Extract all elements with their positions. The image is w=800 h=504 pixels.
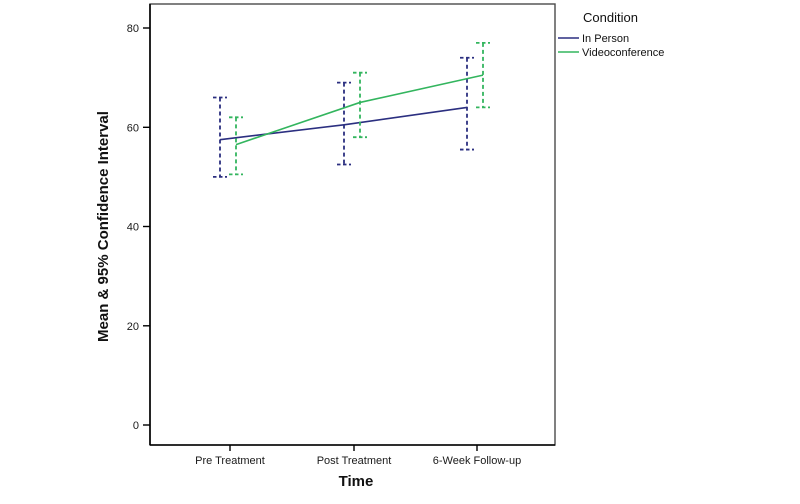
x-tick-label: Pre Treatment xyxy=(195,455,265,467)
x-axis xyxy=(229,445,478,451)
y-tick-label: 80 xyxy=(127,23,139,35)
series-layer xyxy=(213,41,490,178)
x-tick-label: Post Treatment xyxy=(317,455,392,467)
plot-area xyxy=(149,3,556,446)
y-tick-label: 0 xyxy=(133,420,139,432)
error-bar-0-2 xyxy=(460,56,474,151)
legend: Condition In Person Videoconference xyxy=(558,10,664,59)
legend-label-videoconference: Videoconference xyxy=(582,47,664,59)
x-tick-label: 6-Week Follow-up xyxy=(433,455,521,467)
legend-label-in-person: In Person xyxy=(582,33,629,45)
error-bar-0-1 xyxy=(337,81,351,166)
series-line-1 xyxy=(235,74,484,146)
y-axis-title: Mean & 95% Confidence Interval xyxy=(95,111,112,342)
y-tick-label: 60 xyxy=(127,122,139,134)
error-bar-0-0 xyxy=(213,96,227,178)
y-axis xyxy=(143,27,150,426)
x-axis-title: Time xyxy=(339,473,374,490)
error-bar-1-2 xyxy=(476,41,490,109)
legend-title: Condition xyxy=(583,10,638,25)
error-bar-1-1 xyxy=(353,71,367,139)
y-tick-label: 40 xyxy=(127,222,139,234)
y-tick-label: 20 xyxy=(127,321,139,333)
series-line-0 xyxy=(219,106,468,141)
error-bar-1-0 xyxy=(229,116,243,176)
